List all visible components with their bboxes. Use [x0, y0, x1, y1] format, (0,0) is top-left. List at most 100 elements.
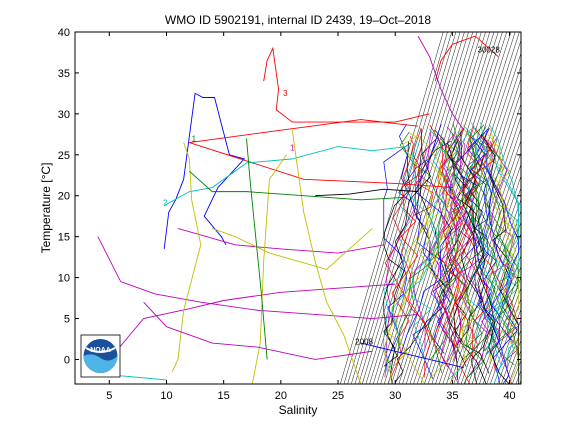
profile-line [360, 342, 464, 369]
profile-line [189, 119, 419, 143]
isopycnal-line [479, 265, 521, 384]
noaa-logo: NOAA [80, 334, 121, 378]
isopycnal-line [384, 32, 495, 384]
isopycnal-line [542, 32, 576, 384]
isopycnal-line [460, 210, 521, 384]
x-tick-label: 35 [446, 390, 458, 402]
profile-trace [442, 125, 477, 346]
isopycnal-line [523, 32, 576, 384]
profile-line [108, 283, 396, 360]
profile-trace [405, 140, 439, 361]
profile-line [163, 146, 407, 206]
isopycnal-line [427, 103, 521, 384]
isopycnal-line [512, 359, 521, 384]
profile-trace [438, 142, 490, 374]
profile-line [417, 35, 465, 131]
y-tick-label: 15 [58, 232, 70, 244]
isopycnal-line [365, 32, 474, 384]
y-tick-label: 35 [58, 68, 70, 80]
profile-trace [449, 128, 510, 384]
isopycnal-line [343, 32, 448, 384]
profile-trace [400, 124, 453, 354]
profile-trace [402, 135, 463, 381]
x-tick-label: 30 [389, 390, 401, 402]
cycle-label: 1 [192, 135, 197, 144]
isopycnal-line [475, 254, 521, 384]
profile-line [177, 228, 384, 254]
isopycnal-line [351, 32, 457, 384]
profile-trace [390, 135, 419, 379]
profile-trace [486, 125, 520, 373]
profile-line [434, 35, 499, 82]
axis-ticks: 5 10 15 20 25 30 35 40 0 5 10 15 20 25 30 35 40 [58, 27, 521, 402]
x-tick-label: 25 [332, 390, 344, 402]
isopycnal-line [504, 339, 521, 384]
profile-trace [383, 127, 431, 367]
isopycnal-line [416, 65, 521, 384]
profile-line [246, 138, 268, 360]
isopycnal-line [538, 32, 576, 384]
profile-line [143, 301, 373, 360]
profile-trace [412, 133, 492, 380]
profile-line [97, 236, 419, 319]
isopycnal-line [468, 232, 521, 384]
isopycnal-line [549, 32, 576, 384]
profile-trace [383, 145, 455, 384]
profile-trace [443, 127, 493, 384]
profile-line [263, 46, 430, 123]
axes-frame [74, 31, 522, 385]
isopycnal-line [531, 32, 576, 384]
isopycnal-line [394, 32, 507, 384]
isopycnal-line [515, 369, 521, 384]
profile-trace [398, 137, 450, 354]
isopycnal-line [490, 297, 521, 384]
isopycnal-line [556, 32, 576, 384]
y-tick-label: 25 [58, 150, 70, 162]
profile-trace [399, 123, 458, 363]
profile-trace [460, 132, 510, 384]
profile-trace [383, 141, 411, 384]
isopycnal-line [391, 32, 503, 384]
profile-trace [436, 133, 503, 361]
isopycnal-line [527, 32, 576, 384]
y-tick-label: 10 [58, 273, 70, 285]
profile-trace [487, 134, 520, 384]
isopycnal-line [376, 32, 486, 384]
profile-line [212, 228, 373, 270]
isopycnal-line [449, 175, 521, 384]
x-axis-title: Salinity [279, 403, 318, 417]
profile-line [189, 142, 453, 188]
isopycnal-line [534, 32, 576, 384]
isopycnal-line [453, 187, 521, 384]
cycle-label: 1 [290, 144, 295, 153]
isopycnal-line [347, 32, 452, 384]
cycle-label: 2008 [355, 338, 373, 347]
cycle-label: 30028 [478, 45, 501, 54]
y-axis-title: Temperature [°C] [39, 163, 53, 254]
profile-line [291, 130, 362, 384]
y-tick-label: 30 [58, 109, 70, 121]
y-tick-label: 20 [58, 191, 70, 203]
profile-line [315, 188, 419, 197]
y-tick-label: 40 [58, 27, 70, 39]
profile-line [251, 154, 287, 384]
cycle-label: 3 [283, 89, 288, 98]
isopycnal-line [545, 32, 576, 384]
profile-trace [384, 128, 433, 340]
cycle-label: 2 [163, 199, 168, 208]
profile-trace [429, 124, 520, 372]
cycle-labels: 1 1 2 3 2008 30028 [163, 45, 500, 346]
profile-trace [384, 132, 432, 378]
profile-trace [443, 133, 466, 362]
profile-trace [480, 133, 520, 384]
profile-trace [437, 128, 467, 351]
profile-trace [433, 138, 497, 368]
profile-trace [383, 142, 411, 372]
profile-trace [434, 144, 476, 350]
chart-title: WMO ID 5902191, internal ID 2439, 19–Oct… [165, 13, 431, 27]
profile-trace [434, 129, 494, 384]
x-tick-label: 5 [106, 390, 112, 402]
svg-text:NOAA: NOAA [90, 347, 111, 354]
isopycnal-line [358, 32, 465, 384]
